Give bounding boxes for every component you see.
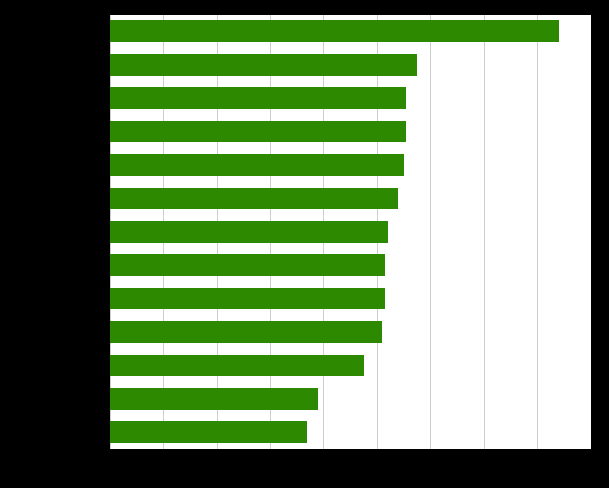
Bar bbox=[110, 154, 404, 176]
Bar bbox=[110, 87, 406, 109]
Bar bbox=[110, 288, 385, 309]
Bar bbox=[110, 254, 385, 276]
Bar bbox=[110, 187, 398, 209]
Bar bbox=[110, 355, 364, 376]
Bar bbox=[110, 321, 382, 343]
Bar bbox=[110, 121, 406, 142]
Bar bbox=[110, 422, 308, 443]
Bar bbox=[110, 54, 417, 76]
Bar bbox=[110, 221, 387, 243]
Bar bbox=[110, 388, 318, 410]
Bar bbox=[110, 20, 558, 42]
